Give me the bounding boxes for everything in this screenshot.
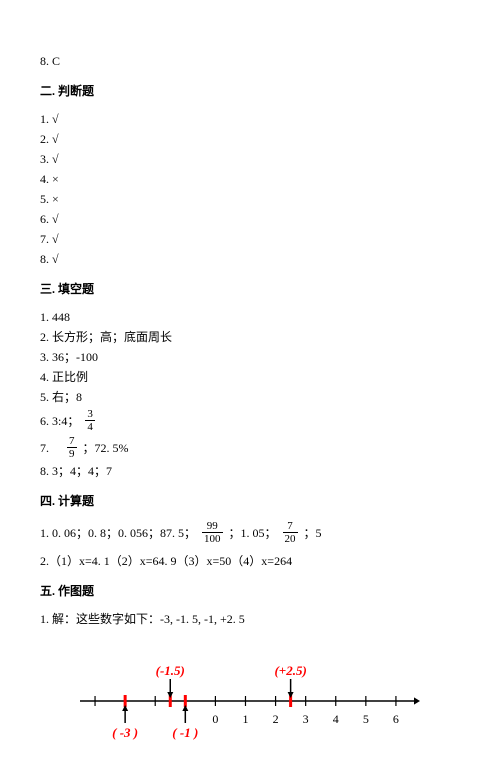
fraction-num: 99	[202, 520, 223, 533]
fill-7-suffix: ；72. 5%	[83, 439, 129, 457]
fraction-num: 7	[283, 520, 298, 533]
fill-6-text: 6. 3:4；	[40, 412, 79, 430]
fraction-den: 100	[202, 533, 223, 545]
svg-text:6: 6	[393, 712, 399, 726]
fill-8: 8. 3；4；4；7	[40, 462, 460, 480]
fraction-den: 9	[67, 448, 77, 460]
calc-1: 1. 0. 06；0. 8；0. 056；87. 5； 99 100 ；1. 0…	[40, 520, 460, 545]
fraction-num: 3	[85, 408, 95, 421]
judge-8: 8. √	[40, 250, 460, 268]
calc-2: 2.（1）x=4. 1（2）x=64. 9（3）x=50（4）x=264	[40, 552, 460, 570]
fill-3: 3. 36；-100	[40, 348, 460, 366]
svg-text:(-1.5): (-1.5)	[156, 663, 185, 678]
svg-text:4: 4	[333, 712, 339, 726]
answer-8c: 8. C	[40, 52, 460, 70]
fill-4: 4. 正比例	[40, 368, 460, 386]
calc-1-frac-2: 7 20	[283, 520, 298, 545]
fill-7-prefix: 7.	[40, 439, 61, 457]
fill-2: 2. 长方形；高；底面周长	[40, 328, 460, 346]
fill-6: 6. 3:4； 3 4	[40, 408, 460, 433]
fill-7-fraction: 7 9	[67, 435, 77, 460]
fraction-num: 7	[67, 435, 77, 448]
fill-5: 5. 右；8	[40, 388, 460, 406]
judge-1: 1. √	[40, 110, 460, 128]
svg-text:2: 2	[273, 712, 279, 726]
svg-text:3: 3	[303, 712, 309, 726]
calc-1-b: ；1. 05；	[229, 524, 277, 542]
svg-text:( -3 ): ( -3 )	[112, 725, 138, 740]
fill-1: 1. 448	[40, 308, 460, 326]
section-3-header: 三. 填空题	[40, 280, 460, 298]
fraction-den: 4	[85, 421, 95, 433]
number-line-svg: 0 1 2 3 4 5 6 (-1.5) (+2.5) ( -3 ) ( -1 )	[60, 646, 440, 756]
svg-text:( -1 ): ( -1 )	[172, 725, 198, 740]
judge-6: 6. √	[40, 210, 460, 228]
judge-7: 7. √	[40, 230, 460, 248]
fill-7: 7. 7 9 ；72. 5%	[40, 435, 460, 460]
judge-3: 3. √	[40, 150, 460, 168]
svg-text:5: 5	[363, 712, 369, 726]
fraction-den: 20	[283, 533, 298, 545]
svg-text:0: 0	[212, 712, 218, 726]
calc-1-frac-1: 99 100	[202, 520, 223, 545]
judge-2: 2. √	[40, 130, 460, 148]
svg-text:(+2.5): (+2.5)	[274, 663, 306, 678]
calc-1-a: 1. 0. 06；0. 8；0. 056；87. 5；	[40, 524, 196, 542]
section-4-header: 四. 计算题	[40, 492, 460, 510]
fill-6-fraction: 3 4	[85, 408, 95, 433]
judge-5: 5. ×	[40, 190, 460, 208]
judge-4: 4. ×	[40, 170, 460, 188]
section-2-header: 二. 判断题	[40, 82, 460, 100]
section-5-header: 五. 作图题	[40, 582, 460, 600]
draw-1-text: 1. 解：这些数字如下：-3, -1. 5, -1, +2. 5	[40, 610, 460, 628]
svg-text:1: 1	[242, 712, 248, 726]
calc-1-c: ；5	[304, 524, 322, 542]
number-line-diagram: 0 1 2 3 4 5 6 (-1.5) (+2.5) ( -3 ) ( -1 )	[60, 646, 460, 761]
